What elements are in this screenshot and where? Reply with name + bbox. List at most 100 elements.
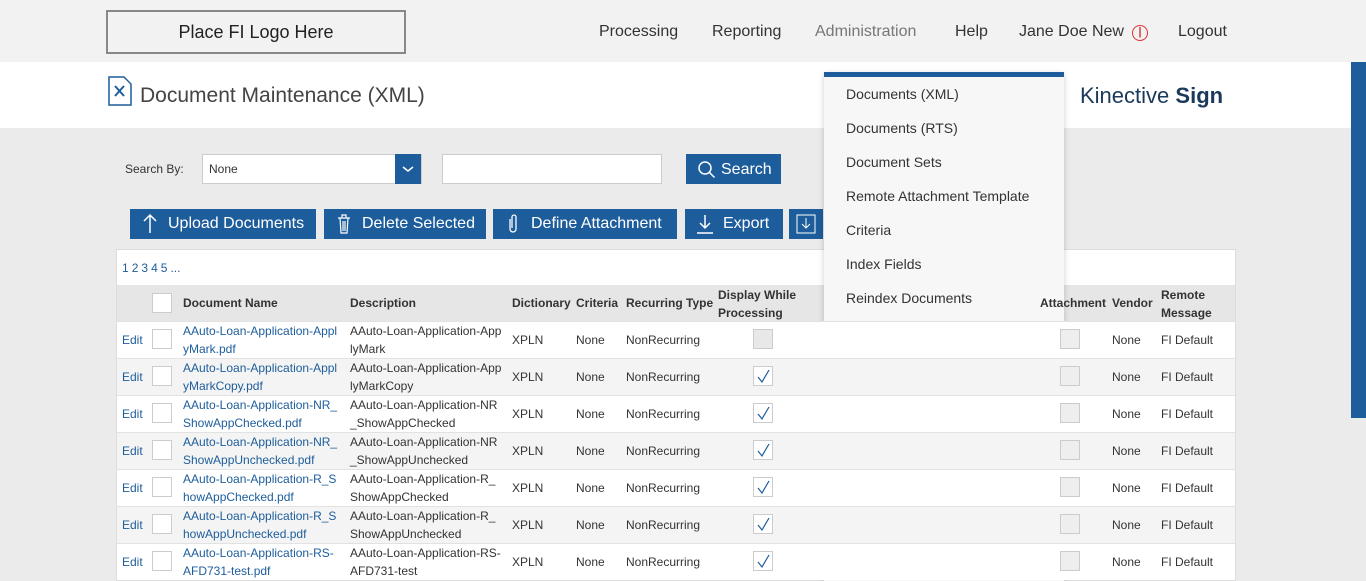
row-select[interactable] (152, 440, 172, 460)
column-header[interactable]: Vendor (1112, 296, 1153, 310)
column-header[interactable]: Remote Message (1161, 288, 1212, 320)
column-header[interactable]: Dictionary (512, 296, 571, 310)
row-select[interactable] (152, 366, 172, 386)
display-checkbox (753, 403, 773, 423)
more-button[interactable] (789, 209, 823, 239)
search-input[interactable] (442, 154, 662, 184)
action-button[interactable]: Define Attachment (493, 209, 677, 239)
action-button[interactable]: Export (685, 209, 783, 239)
scrollbar[interactable] (1351, 62, 1366, 418)
menu-item[interactable]: Document Sets (846, 154, 942, 170)
display-checkbox (753, 551, 773, 571)
action-button[interactable]: Delete Selected (324, 209, 486, 239)
attachment-checkbox (1060, 440, 1080, 460)
remote-message: FI Default (1161, 407, 1214, 421)
menu-item[interactable]: Documents (RTS) (846, 120, 958, 136)
select-value: None (209, 162, 238, 176)
edit-link[interactable]: Edit (122, 370, 143, 384)
table-row (117, 469, 1235, 506)
brand: Kinective Sign (1080, 83, 1223, 109)
document-name[interactable]: AAuto-Loan-Application-NR_ShowAppChecked… (183, 398, 338, 430)
row-select[interactable] (152, 477, 172, 497)
doc-icon (108, 76, 132, 106)
display-checkbox (753, 514, 773, 534)
criteria: None (576, 518, 605, 532)
logo[interactable]: Place FI Logo Here (106, 10, 406, 54)
page-link[interactable]: 5 (160, 261, 168, 275)
description: AAuto-Loan-Application-ApplyMark (350, 324, 502, 356)
menu-item[interactable]: Remote Attachment Template (846, 188, 1030, 204)
display-checkbox (753, 477, 773, 497)
recurring-type: NonRecurring (626, 555, 701, 569)
column-header[interactable]: Criteria (576, 296, 619, 310)
recurring-type: NonRecurring (626, 370, 701, 384)
column-header[interactable]: Recurring Type (626, 296, 714, 310)
vendor: None (1112, 407, 1141, 421)
search-button[interactable]: Search (686, 154, 781, 184)
edit-link[interactable]: Edit (122, 407, 143, 421)
menu-item[interactable]: Reindex Documents (846, 290, 973, 306)
recurring-type: NonRecurring (626, 333, 701, 347)
nav-item[interactable]: Jane Doe New (1019, 23, 1124, 40)
vendor: None (1112, 370, 1141, 384)
table-row (117, 432, 1235, 469)
attachment-checkbox (1060, 403, 1080, 423)
document-name[interactable]: AAuto-Loan-Application-ApplyMarkCopy.pdf (183, 361, 338, 393)
nav-item[interactable]: Processing (599, 23, 679, 40)
page-link[interactable]: 1 (122, 261, 129, 275)
page-link[interactable]: 4 (151, 261, 158, 275)
attachment-checkbox (1060, 366, 1080, 386)
page-link[interactable]: 2 (131, 261, 139, 275)
select-arrow[interactable] (395, 154, 421, 184)
display-checkbox (753, 329, 773, 349)
description: AAuto-Loan-Application-ApplyMarkCopy (350, 361, 502, 393)
menu-item[interactable]: Criteria (846, 222, 892, 238)
criteria: None (576, 370, 605, 384)
edit-link[interactable]: Edit (122, 555, 143, 569)
row-select[interactable] (152, 514, 172, 534)
document-name[interactable]: AAuto-Loan-Application-R_ShowAppChecked.… (183, 472, 337, 504)
document-name[interactable]: AAuto-Loan-Application-ApplyMark.pdf (183, 324, 338, 356)
edit-link[interactable]: Edit (122, 333, 143, 347)
criteria: None (576, 444, 605, 458)
vendor: None (1112, 555, 1141, 569)
edit-link[interactable]: Edit (122, 481, 143, 495)
table-row (117, 543, 1235, 580)
column-header[interactable]: Attachment (1040, 296, 1107, 310)
row-select[interactable] (152, 329, 172, 349)
description: AAuto-Loan-Application-NR_ShowAppUncheck… (350, 435, 498, 467)
criteria: None (576, 407, 605, 421)
nav-item[interactable]: Logout (1178, 23, 1227, 40)
menu-item[interactable]: Documents (XML) (846, 86, 959, 102)
recurring-type: NonRecurring (626, 518, 701, 532)
nav-item[interactable]: Reporting (712, 23, 782, 40)
edit-link[interactable]: Edit (122, 518, 143, 532)
document-name[interactable]: AAuto-Loan-Application-NR_ShowAppUncheck… (183, 435, 338, 467)
nav-item[interactable]: Administration (815, 23, 917, 40)
remote-message: FI Default (1161, 370, 1214, 384)
menu-item[interactable]: Index Fields (846, 256, 922, 272)
attachment-checkbox (1060, 551, 1080, 571)
row-select[interactable] (152, 403, 172, 423)
attachment-checkbox (1060, 477, 1080, 497)
page-link[interactable]: 3 (141, 261, 149, 275)
search-select[interactable]: None (202, 154, 422, 184)
nav-item[interactable]: Help (955, 23, 988, 40)
title-band (0, 62, 1366, 128)
document-name[interactable]: AAuto-Loan-Application-RS-AFD731-test.pd… (183, 546, 334, 578)
edit-link[interactable]: Edit (122, 444, 143, 458)
dictionary: XPLN (512, 518, 544, 532)
action-button[interactable]: Upload Documents (130, 209, 316, 239)
select-all[interactable] (152, 293, 172, 313)
row-select[interactable] (152, 551, 172, 571)
recurring-type: NonRecurring (626, 407, 701, 421)
page-link[interactable]: ... (170, 261, 181, 275)
display-checkbox (753, 366, 773, 386)
column-header[interactable]: Description (350, 296, 417, 310)
document-name[interactable]: AAuto-Loan-Application-R_ShowAppUnchecke… (183, 509, 337, 541)
criteria: None (576, 481, 605, 495)
alert-icon: | (1132, 25, 1148, 41)
description: AAuto-Loan-Application-RS-AFD731-test (350, 546, 501, 578)
column-header[interactable]: Document Name (183, 296, 278, 310)
recurring-type: NonRecurring (626, 444, 701, 458)
